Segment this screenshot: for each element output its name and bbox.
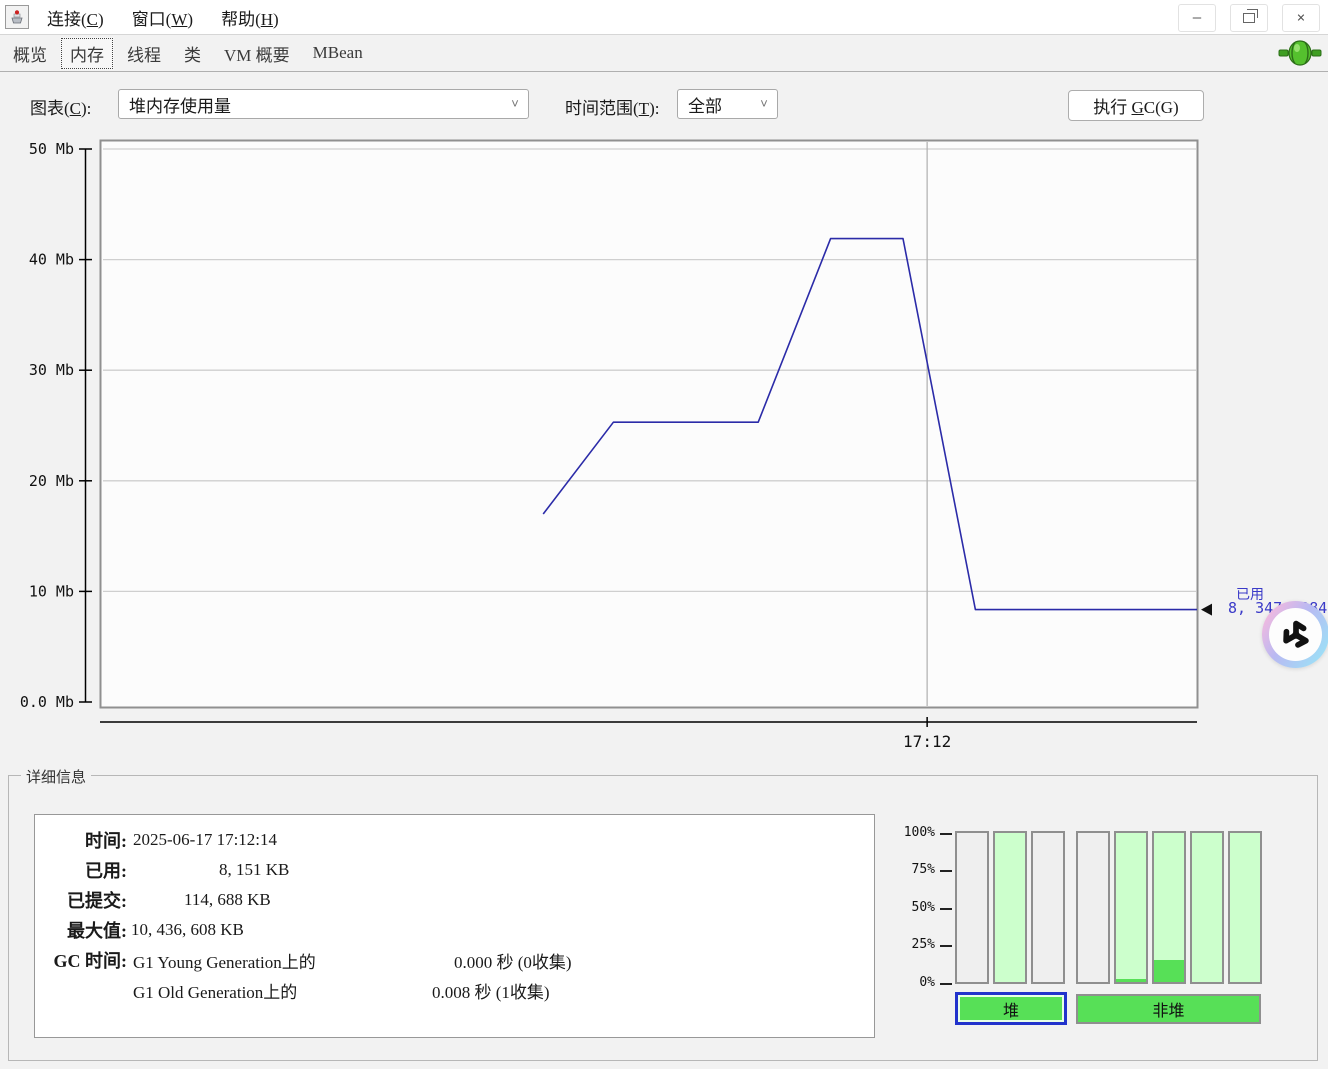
gauge-tick-75: 75%: [911, 862, 935, 877]
memory-usage-plot: 0.0 Mb 10 Mb 20 Mb 30 Mb 40 Mb 50 Mb 17:12: [20, 139, 1212, 751]
y-axis-tick-label: 0.0 Mb: [20, 693, 74, 711]
tab-threads[interactable]: 线程: [127, 45, 161, 65]
gauge-tick-0: 0%: [919, 975, 935, 990]
detail-row-max: 最大值: 10, 436, 608 KB: [67, 920, 244, 941]
detail-row-gc-old: G1 Old Generation上的 0.008 秒 (1收集): [133, 982, 550, 1002]
perform-gc-button[interactable]: 执行 GC(G): [1068, 90, 1204, 121]
detail-row-gc-young: GC 时间: G1 Young Generation上的 0.000 秒 (0收…: [53, 951, 572, 972]
tab-bar: 概览 内存 线程 类 VM 概要 MBean: [0, 35, 1328, 72]
tab-classes[interactable]: 类: [184, 45, 201, 65]
gauge-tickmark: [940, 870, 952, 872]
window-controls: – ×: [1178, 4, 1320, 32]
gauge-tickmark: [940, 983, 952, 985]
y-axis-tick-label: 20 Mb: [29, 472, 74, 490]
y-axis-tick-label: 30 Mb: [29, 361, 74, 379]
jconsole-icon: [11, 10, 23, 24]
time-range-value: 全部: [688, 96, 722, 116]
nonheap-pool-gauges: [1076, 831, 1262, 984]
details-groupbox: 详细信息 时间: 2025-06-17 17:12:14 已用: 8, 151 …: [8, 766, 1318, 1061]
nonheap-pool-bar-used-fill: [1154, 959, 1184, 982]
y-axis-tick-label: 10 Mb: [29, 582, 74, 600]
heap-pool-gauges: [955, 831, 1065, 984]
nonheap-pool-bar: [1114, 831, 1148, 984]
time-range-dropdown[interactable]: 全部 ˅: [677, 89, 778, 119]
menu-bar: 连接(C) 窗口(W) 帮助(H) – ×: [0, 0, 1328, 35]
tab-overview[interactable]: 概览: [13, 45, 47, 65]
gauge-tickmark: [940, 908, 952, 910]
chevron-down-icon: ˅: [760, 96, 768, 112]
nonheap-pool-bar: [1152, 831, 1186, 984]
y-axis-tick-label: 50 Mb: [29, 140, 74, 158]
nonheap-pool-bar: [1190, 831, 1224, 984]
restore-icon: [1243, 9, 1258, 23]
details-box: 时间: 2025-06-17 17:12:14 已用: 8, 151 KB 已提…: [34, 814, 875, 1038]
close-icon: ×: [1296, 10, 1306, 26]
menu-connection[interactable]: 连接(C): [47, 9, 104, 29]
y-axis-tick-label: 40 Mb: [29, 251, 74, 269]
gauge-tick-50: 50%: [911, 900, 935, 915]
chart-select-value: 堆内存使用量: [129, 96, 231, 116]
chart-select-dropdown[interactable]: 堆内存使用量 ˅: [118, 89, 529, 119]
nonheap-pool-bar: [1076, 831, 1110, 984]
plot-border: [99, 139, 1199, 709]
heap-pool-bar: [1031, 831, 1065, 984]
detail-row-time: 时间: 2025-06-17 17:12:14: [85, 830, 278, 851]
chevron-down-icon: ˅: [511, 96, 519, 112]
menu-help[interactable]: 帮助(H): [221, 9, 279, 29]
tab-vm-summary[interactable]: VM 概要: [224, 45, 290, 65]
gauge-tick-25: 25%: [911, 937, 935, 952]
connection-status-icon: [1278, 39, 1322, 72]
restore-button[interactable]: [1230, 4, 1268, 32]
chart-tip-used-label: 已用: [1236, 588, 1264, 603]
minimize-button[interactable]: –: [1178, 4, 1216, 32]
time-range-label: 时间范围(T):: [565, 99, 660, 118]
nonheap-pool-bar: [1228, 831, 1262, 984]
menu-window[interactable]: 窗口(W): [131, 9, 194, 29]
x-axis-tick-label: 17:12: [903, 732, 951, 751]
watermark-logo-icon: [1269, 608, 1322, 661]
tab-memory[interactable]: 内存: [60, 36, 114, 70]
gauge-tick-100: 100%: [903, 825, 935, 840]
gauge-tickmark: [940, 945, 952, 947]
perform-gc-label: 执行 GC(G): [1093, 98, 1179, 117]
detail-row-used: 已用: 8, 151 KB: [85, 860, 290, 881]
plot-area: [101, 141, 1197, 707]
app-icon: [5, 5, 29, 29]
heap-button[interactable]: 堆: [955, 992, 1067, 1025]
watermark-badge: [1262, 601, 1328, 668]
gauge-tickmark: [940, 833, 952, 835]
minimize-icon: –: [1192, 10, 1202, 26]
nonheap-button[interactable]: 非堆: [1076, 994, 1261, 1024]
close-button[interactable]: ×: [1282, 4, 1320, 32]
detail-row-committed: 已提交: 114, 688 KB: [67, 890, 271, 911]
chart-select-label: 图表(C):: [30, 99, 92, 118]
details-title: 详细信息: [21, 766, 92, 787]
series-line-used: [542, 237, 1197, 611]
series-tip-arrow-icon: [1201, 603, 1212, 616]
heap-memory-chart: 0.0 Mb 10 Mb 20 Mb 30 Mb 40 Mb 50 Mb 17:12 已用 …: [20, 139, 1327, 751]
heap-pool-bar: [955, 831, 989, 984]
heap-pool-bar: [993, 831, 1027, 984]
nonheap-pool-bar-used-fill: [1116, 979, 1146, 982]
tab-mbean[interactable]: MBean: [312, 43, 363, 62]
